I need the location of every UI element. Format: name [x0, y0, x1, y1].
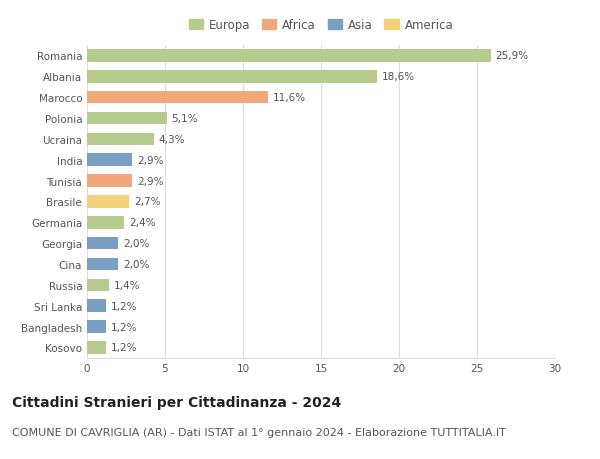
Text: COMUNE DI CAVRIGLIA (AR) - Dati ISTAT al 1° gennaio 2024 - Elaborazione TUTTITAL: COMUNE DI CAVRIGLIA (AR) - Dati ISTAT al…: [12, 427, 506, 437]
Text: 5,1%: 5,1%: [171, 114, 198, 124]
Text: 1,2%: 1,2%: [110, 342, 137, 353]
Bar: [87, 341, 106, 354]
Bar: [87, 300, 106, 312]
Text: 2,7%: 2,7%: [134, 197, 160, 207]
Bar: [87, 175, 132, 187]
Bar: [87, 237, 118, 250]
Bar: [87, 320, 106, 333]
Legend: Europa, Africa, Asia, America: Europa, Africa, Asia, America: [184, 14, 458, 37]
Text: 4,3%: 4,3%: [159, 134, 185, 145]
Bar: [87, 50, 491, 62]
Text: 2,0%: 2,0%: [123, 259, 149, 269]
Bar: [87, 279, 109, 291]
Text: 2,4%: 2,4%: [129, 218, 155, 228]
Bar: [87, 196, 129, 208]
Text: 11,6%: 11,6%: [272, 93, 306, 103]
Text: 1,2%: 1,2%: [110, 301, 137, 311]
Bar: [87, 217, 124, 229]
Text: Cittadini Stranieri per Cittadinanza - 2024: Cittadini Stranieri per Cittadinanza - 2…: [12, 395, 341, 409]
Text: 2,9%: 2,9%: [137, 176, 163, 186]
Text: 18,6%: 18,6%: [382, 72, 415, 82]
Text: 2,0%: 2,0%: [123, 239, 149, 249]
Bar: [87, 92, 268, 104]
Text: 1,4%: 1,4%: [113, 280, 140, 290]
Bar: [87, 112, 167, 125]
Text: 1,2%: 1,2%: [110, 322, 137, 332]
Text: 25,9%: 25,9%: [496, 51, 529, 62]
Bar: [87, 133, 154, 146]
Text: 2,9%: 2,9%: [137, 155, 163, 165]
Bar: [87, 258, 118, 271]
Bar: [87, 71, 377, 84]
Bar: [87, 154, 132, 167]
